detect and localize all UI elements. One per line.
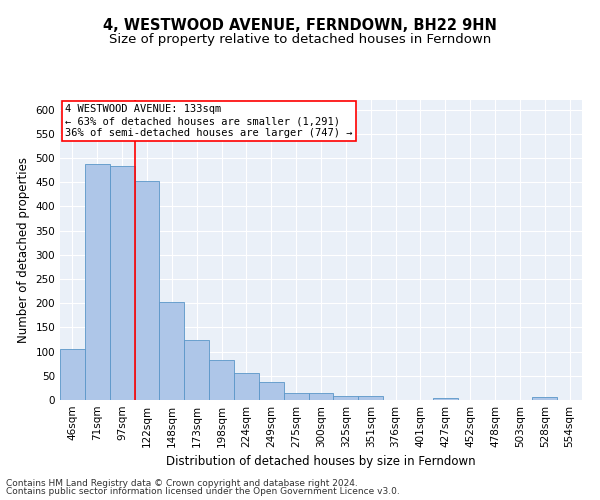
Bar xyxy=(209,360,234,400)
Text: Contains HM Land Registry data © Crown copyright and database right 2024.: Contains HM Land Registry data © Crown c… xyxy=(6,478,358,488)
Bar xyxy=(85,164,110,400)
Bar xyxy=(259,382,284,400)
Bar xyxy=(358,396,383,400)
Text: Size of property relative to detached houses in Ferndown: Size of property relative to detached ho… xyxy=(109,32,491,46)
Bar xyxy=(334,396,358,400)
Text: Contains public sector information licensed under the Open Government Licence v3: Contains public sector information licen… xyxy=(6,487,400,496)
Text: 4, WESTWOOD AVENUE, FERNDOWN, BH22 9HN: 4, WESTWOOD AVENUE, FERNDOWN, BH22 9HN xyxy=(103,18,497,32)
Bar xyxy=(60,349,85,400)
Y-axis label: Number of detached properties: Number of detached properties xyxy=(17,157,30,343)
Bar xyxy=(160,302,184,400)
Text: 4 WESTWOOD AVENUE: 133sqm
← 63% of detached houses are smaller (1,291)
36% of se: 4 WESTWOOD AVENUE: 133sqm ← 63% of detac… xyxy=(65,104,353,138)
Bar xyxy=(532,396,557,400)
Bar xyxy=(184,340,209,400)
X-axis label: Distribution of detached houses by size in Ferndown: Distribution of detached houses by size … xyxy=(166,456,476,468)
Bar xyxy=(110,166,134,400)
Bar xyxy=(284,392,308,400)
Bar xyxy=(433,398,458,400)
Bar xyxy=(234,373,259,400)
Bar xyxy=(308,392,334,400)
Bar xyxy=(134,182,160,400)
